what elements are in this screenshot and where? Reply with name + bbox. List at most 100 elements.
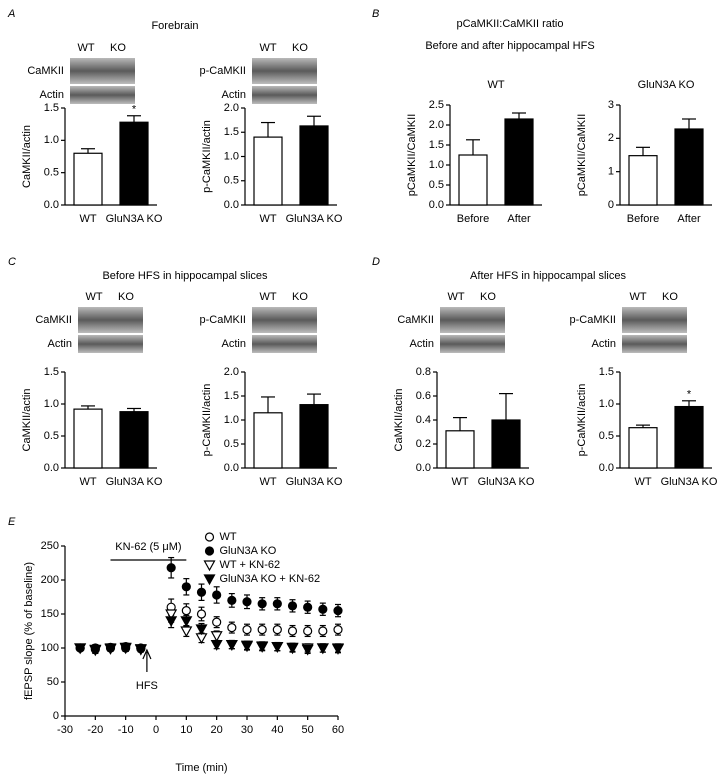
y-tick-label: 1.0 — [224, 150, 239, 162]
y-tick-label: 1.5 — [429, 139, 444, 151]
marker — [272, 625, 282, 635]
x-tick-label: Before — [457, 213, 489, 225]
x-tick-label: After — [677, 213, 701, 225]
y-tick-label: 0 — [53, 710, 59, 722]
legend-label: WT + KN-62 — [220, 559, 281, 571]
y-tick-label: 1.5 — [599, 366, 614, 378]
bar — [628, 155, 658, 206]
x-tick-label: WT — [79, 476, 96, 488]
bar — [458, 154, 488, 206]
bar — [504, 118, 534, 206]
bar — [491, 419, 521, 469]
row-label: Actin — [410, 338, 434, 350]
panel-letter: C — [8, 256, 16, 268]
bar — [73, 408, 103, 469]
y-tick-label: 0.0 — [44, 462, 59, 474]
y-tick-label: 0.5 — [224, 175, 239, 187]
x-tick-label: GluN3A KO — [106, 213, 163, 225]
chart-title: GluN3A KO — [638, 79, 695, 91]
lane-label: WT — [77, 42, 94, 54]
significance-mark: * — [132, 104, 137, 116]
x-tick-label: Before — [627, 213, 659, 225]
x-tick-label: -30 — [57, 724, 73, 736]
y-axis-label: p-CaMKII/actin — [201, 384, 213, 457]
bar — [674, 405, 704, 469]
x-tick-label: GluN3A KO — [286, 213, 343, 225]
y-tick-label: 1.5 — [224, 390, 239, 402]
x-tick-label: -20 — [87, 724, 103, 736]
row-label: Actin — [48, 338, 72, 350]
marker — [195, 624, 208, 636]
marker — [257, 599, 267, 609]
marker — [242, 597, 252, 607]
blot-band — [78, 335, 143, 353]
lane-label: KO — [662, 291, 678, 303]
blot-band — [252, 58, 317, 84]
marker — [287, 601, 298, 611]
x-tick-label: 60 — [332, 724, 344, 736]
bar — [253, 136, 283, 206]
y-tick-label: 0.5 — [224, 438, 239, 450]
row-label: CaMKII — [35, 314, 72, 326]
x-tick-label: 10 — [180, 724, 192, 736]
legend-marker — [204, 546, 215, 556]
marker — [318, 626, 328, 636]
x-tick-label: WT — [451, 476, 468, 488]
y-tick-label: 0.2 — [416, 438, 431, 450]
marker — [333, 605, 343, 616]
legend-marker — [203, 560, 216, 572]
x-tick-label: 20 — [211, 724, 223, 736]
x-tick-label: WT — [634, 476, 651, 488]
marker — [225, 640, 238, 651]
y-tick-label: 0.0 — [416, 462, 431, 474]
blot-band — [252, 335, 317, 353]
significance-mark: * — [687, 389, 692, 401]
lane-label: KO — [110, 42, 126, 54]
x-tick-label: WT — [259, 213, 276, 225]
marker — [227, 595, 237, 606]
lane-label: WT — [259, 42, 276, 54]
marker — [271, 642, 284, 653]
lane-label: KO — [292, 291, 308, 303]
y-tick-label: 0.0 — [224, 462, 239, 474]
marker — [165, 609, 178, 621]
y-tick-label: 1.0 — [429, 159, 444, 171]
y-tick-label: 0.0 — [429, 199, 444, 211]
marker — [166, 563, 176, 573]
marker — [119, 643, 132, 655]
bar — [445, 430, 475, 469]
row-label: Actin — [222, 338, 246, 350]
row-label: CaMKII — [27, 65, 64, 77]
y-tick-label: 2 — [608, 132, 614, 144]
marker — [242, 625, 252, 635]
marker — [212, 617, 222, 627]
legend-label: WT — [220, 531, 237, 543]
blot-band — [70, 58, 135, 84]
y-tick-label: 0.6 — [416, 390, 431, 402]
bar — [119, 121, 149, 206]
marker — [303, 602, 313, 612]
marker — [331, 644, 345, 655]
y-tick-label: 0.0 — [44, 199, 59, 211]
y-tick-label: 1.5 — [44, 366, 59, 378]
y-tick-label: 1 — [608, 166, 614, 178]
legend-marker — [204, 532, 215, 542]
x-tick-label: WT — [79, 213, 96, 225]
y-tick-label: 0.0 — [224, 199, 239, 211]
row-label: p-CaMKII — [200, 65, 246, 77]
y-axis-label: CaMKII/actin — [21, 389, 33, 452]
y-tick-label: 1.0 — [44, 134, 59, 146]
blot-band — [70, 86, 135, 104]
annotation: KN-62 (5 μM) — [115, 541, 181, 553]
row-label: Actin — [592, 338, 616, 350]
marker — [196, 609, 207, 619]
x-tick-label: -10 — [118, 724, 134, 736]
panel-title: Before and after hippocampal HFS — [425, 40, 594, 52]
y-axis-label: CaMKII/actin — [393, 389, 405, 452]
annotation: HFS — [136, 680, 158, 692]
y-axis-label: pCaMKII/CaMKII — [576, 114, 588, 197]
marker — [303, 626, 313, 636]
y-axis-label: fEPSP slope (% of baseline) — [23, 562, 35, 700]
y-axis-label: CaMKII/actin — [21, 125, 33, 188]
x-tick-label: After — [507, 213, 531, 225]
